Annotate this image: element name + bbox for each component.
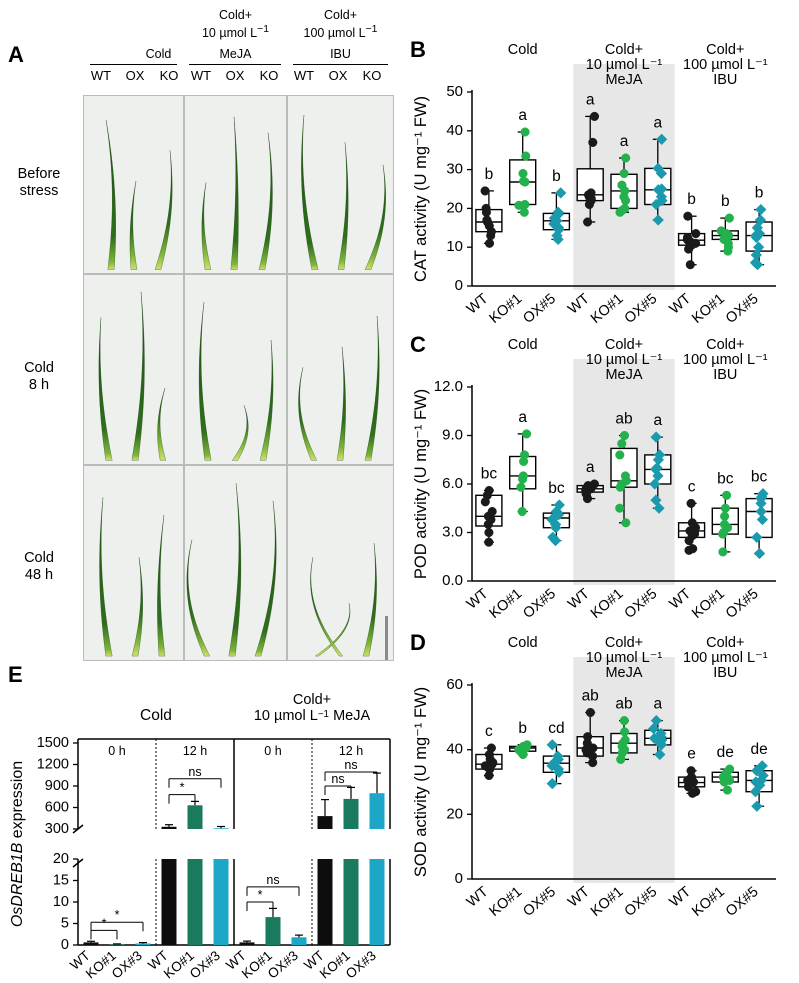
svg-text:40: 40 xyxy=(446,122,463,139)
svg-text:cd: cd xyxy=(548,720,564,737)
svg-text:b: b xyxy=(755,185,764,202)
svg-text:a: a xyxy=(586,91,595,108)
svg-text:10: 10 xyxy=(446,238,463,255)
svg-text:b: b xyxy=(518,720,527,737)
svg-text:Cold+: Cold+ xyxy=(293,692,331,708)
svg-text:b: b xyxy=(721,193,730,210)
svg-text:Cold: Cold xyxy=(508,635,538,651)
svg-text:9.0: 9.0 xyxy=(442,427,463,444)
svg-text:c: c xyxy=(485,723,493,740)
svg-text:a: a xyxy=(586,459,595,476)
svg-text:a: a xyxy=(653,412,662,429)
svg-text:900: 900 xyxy=(45,778,69,794)
svg-text:*: * xyxy=(180,781,185,795)
svg-text:12 h: 12 h xyxy=(183,744,207,758)
svg-text:POD activity (U mg⁻¹ FW): POD activity (U mg⁻¹ FW) xyxy=(412,389,430,579)
svg-text:20: 20 xyxy=(446,199,463,216)
svg-text:IBU: IBU xyxy=(713,72,737,88)
svg-text:0: 0 xyxy=(455,870,463,887)
svg-text:ns: ns xyxy=(331,772,344,786)
svg-text:Cold: Cold xyxy=(508,337,538,353)
svg-text:Cold+: Cold+ xyxy=(605,42,643,58)
svg-text:10 µmol L⁻¹: 10 µmol L⁻¹ xyxy=(586,352,663,368)
svg-text:ab: ab xyxy=(615,411,632,428)
svg-text:10 µmol L⁻¹: 10 µmol L⁻¹ xyxy=(586,57,663,73)
svg-text:50: 50 xyxy=(446,83,463,100)
svg-text:bc: bc xyxy=(717,470,734,487)
svg-text:a: a xyxy=(518,409,527,426)
svg-text:0.0: 0.0 xyxy=(442,572,463,589)
svg-text:300: 300 xyxy=(45,821,69,837)
svg-text:Cold+: Cold+ xyxy=(605,635,643,651)
svg-text:*: * xyxy=(258,888,263,902)
svg-text:1200: 1200 xyxy=(37,757,69,773)
svg-text:de: de xyxy=(750,741,767,758)
svg-text:0: 0 xyxy=(61,937,69,953)
svg-text:bc: bc xyxy=(548,480,565,497)
svg-text:b: b xyxy=(552,168,561,185)
svg-text:10 µmol L⁻¹: 10 µmol L⁻¹ xyxy=(586,650,663,666)
svg-text:ns: ns xyxy=(266,873,279,887)
svg-text:CAT activity (U mg⁻¹ FW): CAT activity (U mg⁻¹ FW) xyxy=(412,96,430,282)
svg-text:IBU: IBU xyxy=(713,367,737,383)
svg-text:bc: bc xyxy=(751,469,768,486)
svg-text:Cold+: Cold+ xyxy=(706,337,744,353)
svg-text:e: e xyxy=(687,746,696,763)
svg-text:0 h: 0 h xyxy=(108,744,125,758)
svg-text:SOD activity (U mg⁻¹ FW): SOD activity (U mg⁻¹ FW) xyxy=(412,687,430,877)
svg-text:b: b xyxy=(485,166,494,183)
svg-text:Cold+: Cold+ xyxy=(706,42,744,58)
svg-text:*: * xyxy=(102,916,107,930)
svg-text:30: 30 xyxy=(446,161,463,178)
svg-text:a: a xyxy=(653,114,662,131)
svg-text:Cold: Cold xyxy=(508,42,538,58)
svg-text:de: de xyxy=(717,744,734,761)
svg-text:a: a xyxy=(620,133,629,150)
svg-text:600: 600 xyxy=(45,800,69,816)
svg-text:MeJA: MeJA xyxy=(605,367,642,383)
svg-text:Cold: Cold xyxy=(140,707,172,724)
svg-text:20: 20 xyxy=(446,805,463,822)
svg-text:100 µmol L⁻¹: 100 µmol L⁻¹ xyxy=(683,650,768,666)
svg-text:Cold+: Cold+ xyxy=(605,337,643,353)
svg-text:ns: ns xyxy=(188,765,201,779)
svg-text:6.0: 6.0 xyxy=(442,475,463,492)
svg-text:20: 20 xyxy=(53,851,69,867)
svg-text:ab: ab xyxy=(615,696,632,713)
svg-text:0: 0 xyxy=(455,277,463,294)
svg-text:MeJA: MeJA xyxy=(605,665,642,681)
svg-text:a: a xyxy=(518,107,527,124)
svg-text:Cold+: Cold+ xyxy=(706,635,744,651)
svg-text:IBU: IBU xyxy=(713,665,737,681)
svg-text:ns: ns xyxy=(344,758,357,772)
svg-text:3.0: 3.0 xyxy=(442,524,463,541)
svg-text:c: c xyxy=(688,478,696,495)
svg-text:*: * xyxy=(115,908,120,922)
svg-text:10 µmol L−1 MeJA: 10 µmol L−1 MeJA xyxy=(254,708,371,724)
svg-text:100 µmol L⁻¹: 100 µmol L⁻¹ xyxy=(683,352,768,368)
svg-text:1500: 1500 xyxy=(37,735,69,751)
svg-text:100 µmol L⁻¹: 100 µmol L⁻¹ xyxy=(683,57,768,73)
svg-text:bc: bc xyxy=(481,466,498,483)
svg-text:12.0: 12.0 xyxy=(434,378,463,395)
svg-text:5: 5 xyxy=(61,916,69,932)
svg-text:a: a xyxy=(653,696,662,713)
svg-text:15: 15 xyxy=(53,873,69,889)
svg-text:OsDREB1B expression: OsDREB1B expression xyxy=(9,761,26,927)
svg-text:12 h: 12 h xyxy=(339,744,363,758)
svg-text:ab: ab xyxy=(582,688,599,705)
svg-text:0 h: 0 h xyxy=(264,744,281,758)
svg-text:b: b xyxy=(687,191,696,208)
svg-text:MeJA: MeJA xyxy=(605,72,642,88)
svg-text:10: 10 xyxy=(53,894,69,910)
svg-text:60: 60 xyxy=(446,676,463,693)
svg-text:40: 40 xyxy=(446,741,463,758)
